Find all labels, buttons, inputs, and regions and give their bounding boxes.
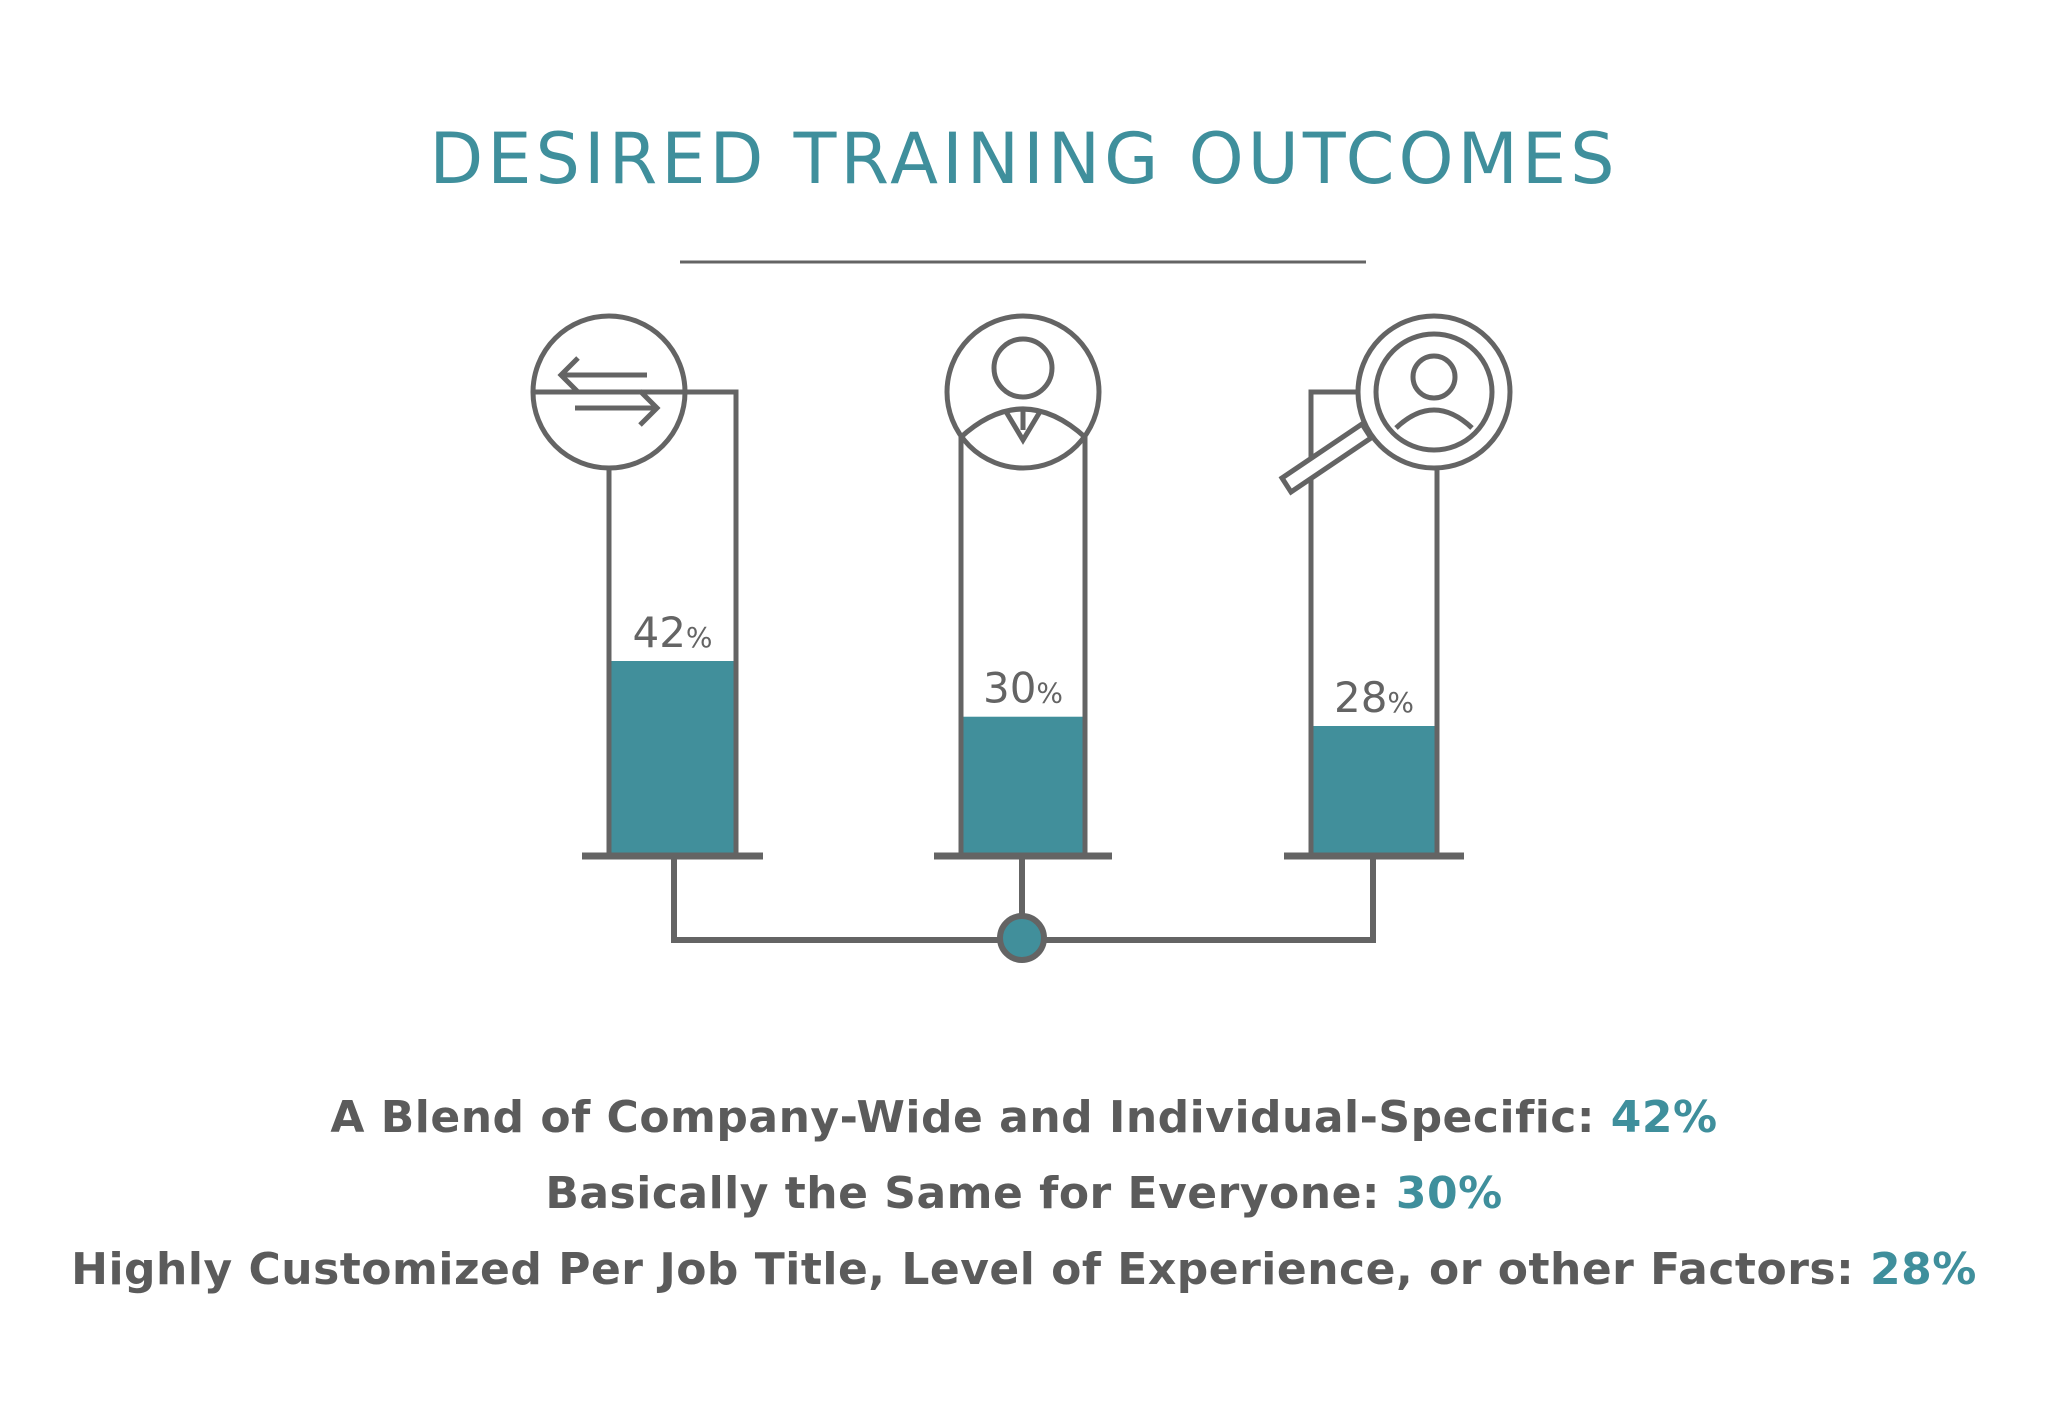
bars-group: 42% 30% 28% (582, 389, 1464, 860)
data-label: 30% (983, 664, 1063, 713)
data-label: 28% (1334, 673, 1414, 722)
person-search-icon (1278, 313, 1513, 496)
bar-tube (958, 392, 1088, 856)
businessman-icon (944, 313, 1102, 471)
legend-value: 30% (1395, 1168, 1503, 1219)
legend-label: Basically the Same for Everyone: (545, 1168, 1381, 1219)
legend-value: 42% (1610, 1092, 1718, 1143)
legend-value: 28% (1870, 1244, 1977, 1295)
chart-title: DESIRED TRAINING OUTCOMES (429, 118, 1619, 200)
legend: A Blend of Company-Wide and Individual-S… (0, 1080, 2048, 1308)
exchange-arrows-icon (530, 313, 688, 471)
connector-node (997, 913, 1047, 963)
bar (1311, 726, 1437, 856)
legend-item: A Blend of Company-Wide and Individual-S… (0, 1080, 2048, 1156)
legend-label: Highly Customized Per Job Title, Level o… (71, 1244, 1855, 1295)
legend-item: Highly Customized Per Job Title, Level o… (0, 1232, 2048, 1308)
legend-label: A Blend of Company-Wide and Individual-S… (330, 1092, 1595, 1143)
bar (609, 661, 736, 856)
legend-item: Basically the Same for Everyone: 30% (0, 1156, 2048, 1232)
bar (961, 716, 1085, 856)
data-label: 42% (632, 608, 712, 657)
